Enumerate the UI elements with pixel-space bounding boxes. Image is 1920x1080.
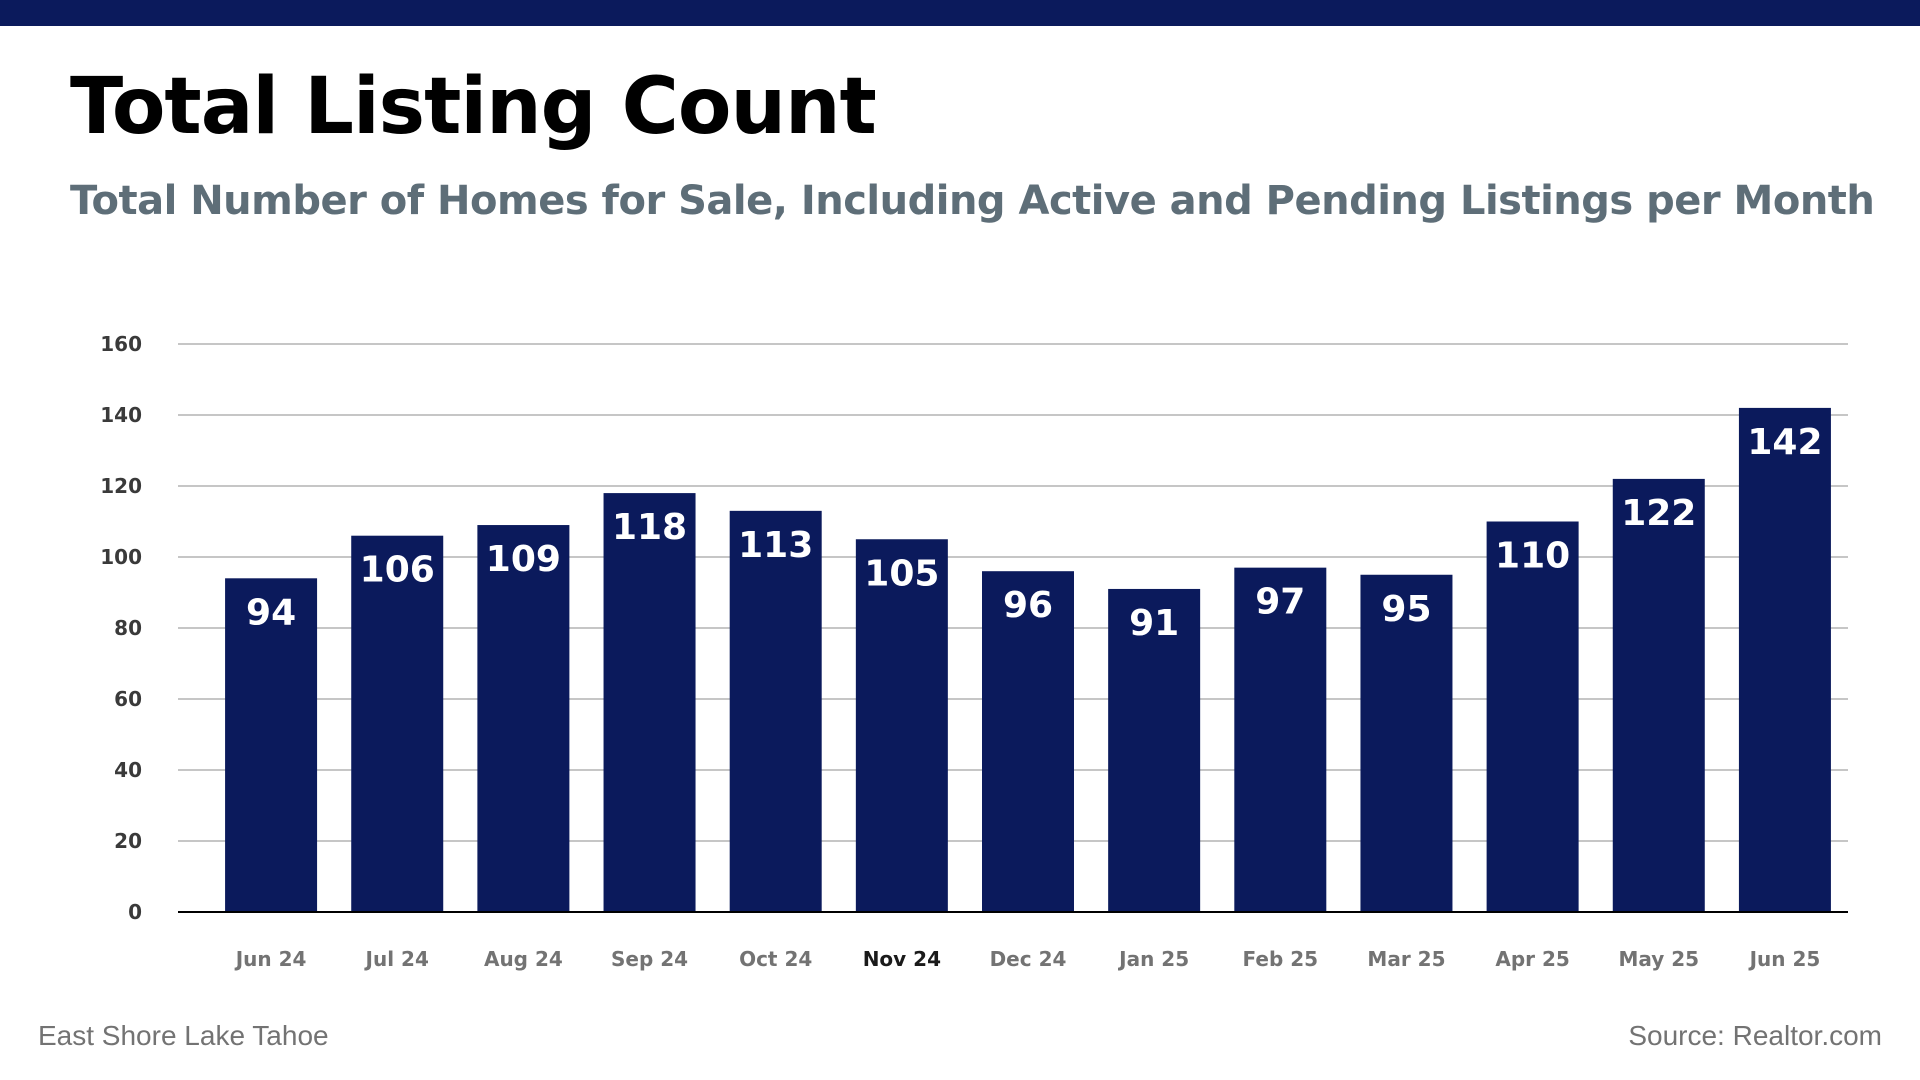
y-tick-label: 20 [114,829,142,853]
data-label: 118 [612,507,687,548]
data-label: 109 [486,539,561,580]
bar-sep-24 [603,493,696,912]
data-label: 95 [1381,589,1431,630]
y-tick-label: 140 [100,403,142,427]
y-tick-label: 80 [114,616,142,640]
y-tick-label: 100 [100,545,142,569]
bar-dec-24 [982,571,1074,912]
location-label: East Shore Lake Tahoe [38,1020,329,1051]
bar-nov-24 [855,539,948,912]
data-label: 122 [1621,493,1696,534]
bar-aug-24 [477,525,570,912]
x-tick-label: Jan 25 [1117,947,1189,971]
x-tick-label: Feb 25 [1243,947,1319,971]
data-label: 97 [1255,582,1305,623]
y-tick-label: 0 [128,900,142,924]
x-tick-label: Jun 25 [1748,947,1821,971]
y-tick-label: 120 [100,474,142,498]
bar-feb-25 [1234,567,1327,912]
bar-jun-25 [1738,407,1831,912]
x-axis: Jun 24 Jul 24 Aug 24 Sep 24 Oct 24 Nov 24 Dec … [234,947,1821,971]
data-label: 96 [1003,585,1053,626]
x-tick-label: Nov 24 [863,947,941,971]
bar-jul-24 [351,535,444,912]
x-tick-label: Aug 24 [484,947,563,971]
x-tick-label: Apr 25 [1495,947,1569,971]
data-label: 94 [246,592,296,633]
chart-title: Total Listing Count [70,62,877,152]
x-tick-label: Jul 24 [364,947,429,971]
source-label: Source: Realtor.com [1628,1020,1882,1051]
data-label: 142 [1747,422,1822,463]
bar-oct-24 [729,510,822,912]
data-label: 110 [1495,536,1570,577]
x-tick-label: Jun 24 [234,947,307,971]
bar-may-25 [1612,478,1705,912]
bar-mar-25 [1360,574,1453,912]
bars [225,407,1831,912]
x-tick-label: May 25 [1618,947,1699,971]
data-label: 91 [1129,603,1179,644]
chart-subtitle: Total Number of Homes for Sale, Includin… [70,178,1875,224]
bar-jan-25 [1108,588,1201,912]
bar-apr-25 [1486,521,1579,912]
top-band [0,0,1920,26]
x-tick-label: Dec 24 [990,947,1067,971]
data-label: 113 [738,525,813,566]
y-tick-label: 60 [114,687,142,711]
data-label: 106 [360,550,435,591]
bar-jun-24 [225,578,318,912]
x-tick-label: Oct 24 [739,947,812,971]
data-label: 105 [864,553,939,594]
y-tick-label: 160 [100,332,142,356]
x-tick-label: Sep 24 [611,947,688,971]
y-axis: 0 20 40 60 80 100 120 140 160 [100,332,142,924]
x-tick-label: Mar 25 [1367,947,1445,971]
y-tick-label: 40 [114,758,142,782]
data-labels: 94 106 109 118 113 105 96 91 97 95 110 122 142 [246,422,1822,644]
